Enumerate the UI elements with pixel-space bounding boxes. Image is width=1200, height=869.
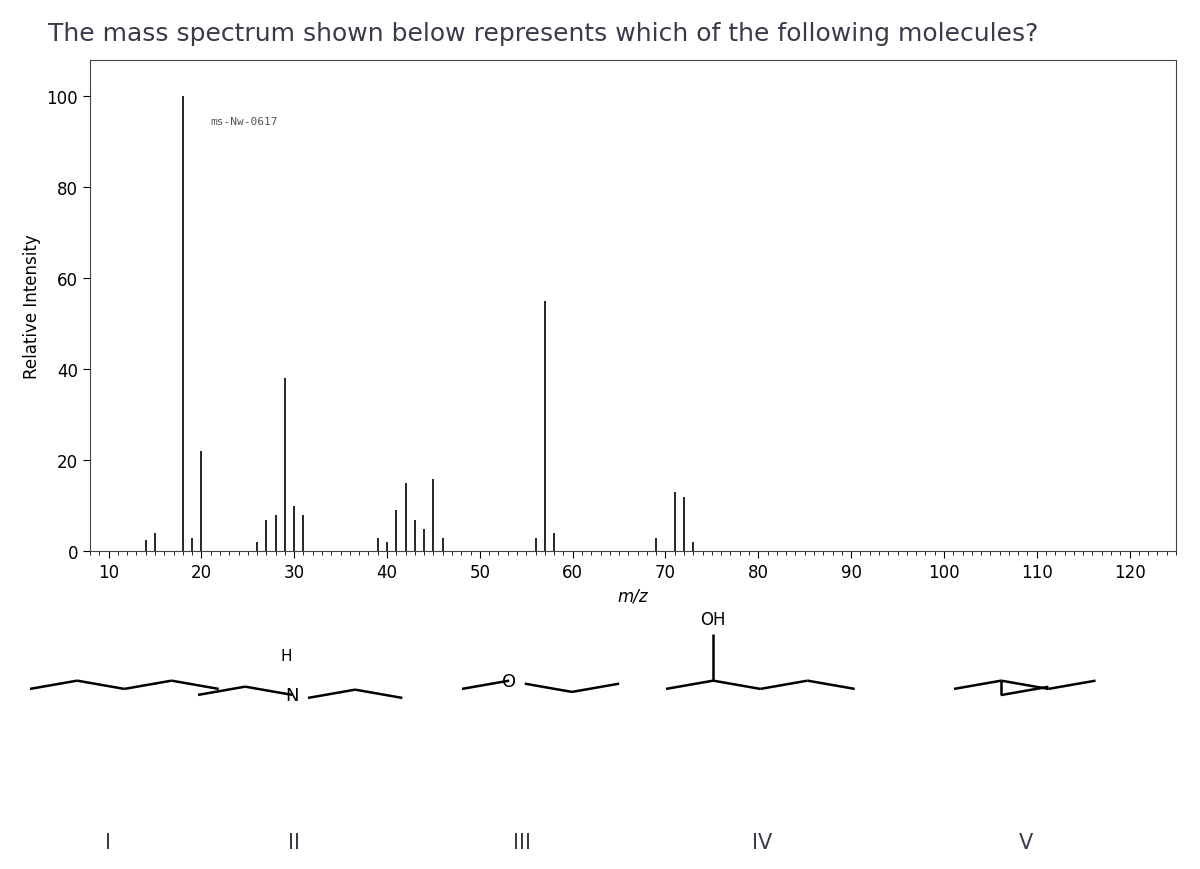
Text: V: V xyxy=(1019,832,1033,852)
Text: N: N xyxy=(286,687,299,704)
Text: II: II xyxy=(288,832,300,852)
Y-axis label: Relative Intensity: Relative Intensity xyxy=(23,234,41,379)
Text: H: H xyxy=(281,648,292,664)
Text: IV: IV xyxy=(752,832,772,852)
X-axis label: m/z: m/z xyxy=(618,587,648,605)
Text: III: III xyxy=(514,832,530,852)
Text: I: I xyxy=(106,832,112,852)
Text: OH: OH xyxy=(701,610,726,628)
Text: O: O xyxy=(502,672,516,690)
Text: The mass spectrum shown below represents which of the following molecules?: The mass spectrum shown below represents… xyxy=(48,22,1038,46)
Text: ms-Nw-0617: ms-Nw-0617 xyxy=(211,116,278,127)
